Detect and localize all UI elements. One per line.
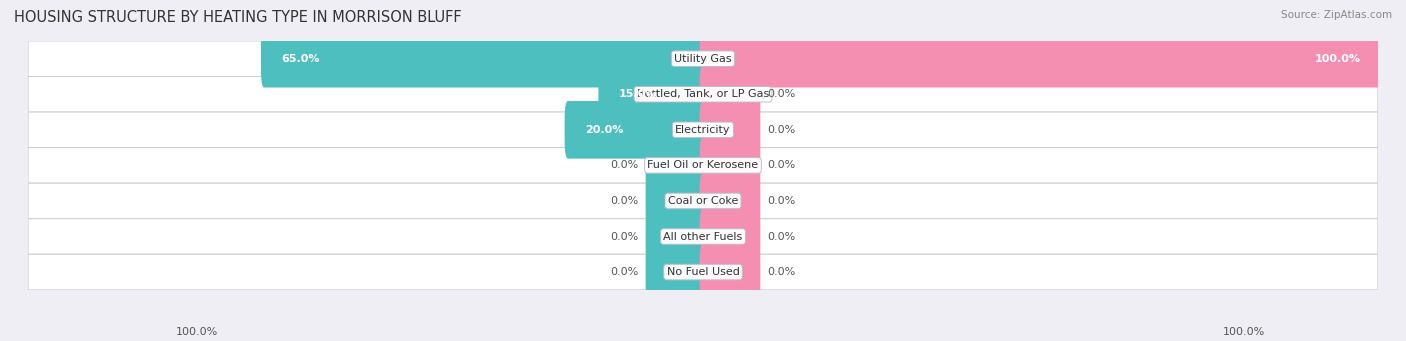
- FancyBboxPatch shape: [700, 30, 1381, 88]
- Text: 0.0%: 0.0%: [768, 89, 796, 99]
- Text: 0.0%: 0.0%: [610, 196, 638, 206]
- FancyBboxPatch shape: [28, 254, 1378, 290]
- Text: Coal or Coke: Coal or Coke: [668, 196, 738, 206]
- Text: 100.0%: 100.0%: [176, 327, 218, 337]
- FancyBboxPatch shape: [28, 76, 1378, 112]
- FancyBboxPatch shape: [700, 208, 761, 265]
- Text: HOUSING STRUCTURE BY HEATING TYPE IN MORRISON BLUFF: HOUSING STRUCTURE BY HEATING TYPE IN MOR…: [14, 10, 461, 25]
- Text: Fuel Oil or Kerosene: Fuel Oil or Kerosene: [647, 160, 759, 170]
- Text: 20.0%: 20.0%: [585, 125, 623, 135]
- FancyBboxPatch shape: [28, 183, 1378, 219]
- FancyBboxPatch shape: [700, 172, 761, 230]
- Text: 15.0%: 15.0%: [619, 89, 657, 99]
- FancyBboxPatch shape: [28, 148, 1378, 183]
- Text: 0.0%: 0.0%: [768, 196, 796, 206]
- Text: 65.0%: 65.0%: [281, 54, 319, 64]
- Text: 100.0%: 100.0%: [1223, 327, 1265, 337]
- FancyBboxPatch shape: [565, 101, 706, 159]
- FancyBboxPatch shape: [645, 208, 706, 265]
- FancyBboxPatch shape: [700, 243, 761, 301]
- Text: 100.0%: 100.0%: [1315, 54, 1361, 64]
- Text: Bottled, Tank, or LP Gas: Bottled, Tank, or LP Gas: [637, 89, 769, 99]
- Text: 0.0%: 0.0%: [768, 160, 796, 170]
- Text: 0.0%: 0.0%: [768, 267, 796, 277]
- FancyBboxPatch shape: [700, 137, 761, 194]
- Text: 0.0%: 0.0%: [610, 160, 638, 170]
- Text: Electricity: Electricity: [675, 125, 731, 135]
- FancyBboxPatch shape: [262, 30, 706, 88]
- FancyBboxPatch shape: [28, 219, 1378, 254]
- Text: 0.0%: 0.0%: [610, 232, 638, 241]
- Text: All other Fuels: All other Fuels: [664, 232, 742, 241]
- Text: 0.0%: 0.0%: [768, 125, 796, 135]
- FancyBboxPatch shape: [599, 65, 706, 123]
- Text: 0.0%: 0.0%: [768, 232, 796, 241]
- FancyBboxPatch shape: [700, 65, 761, 123]
- FancyBboxPatch shape: [645, 243, 706, 301]
- Text: Utility Gas: Utility Gas: [675, 54, 731, 64]
- Text: Source: ZipAtlas.com: Source: ZipAtlas.com: [1281, 10, 1392, 20]
- FancyBboxPatch shape: [28, 112, 1378, 148]
- FancyBboxPatch shape: [645, 172, 706, 230]
- FancyBboxPatch shape: [645, 137, 706, 194]
- Text: No Fuel Used: No Fuel Used: [666, 267, 740, 277]
- Text: 0.0%: 0.0%: [610, 267, 638, 277]
- FancyBboxPatch shape: [28, 41, 1378, 76]
- FancyBboxPatch shape: [700, 101, 761, 159]
